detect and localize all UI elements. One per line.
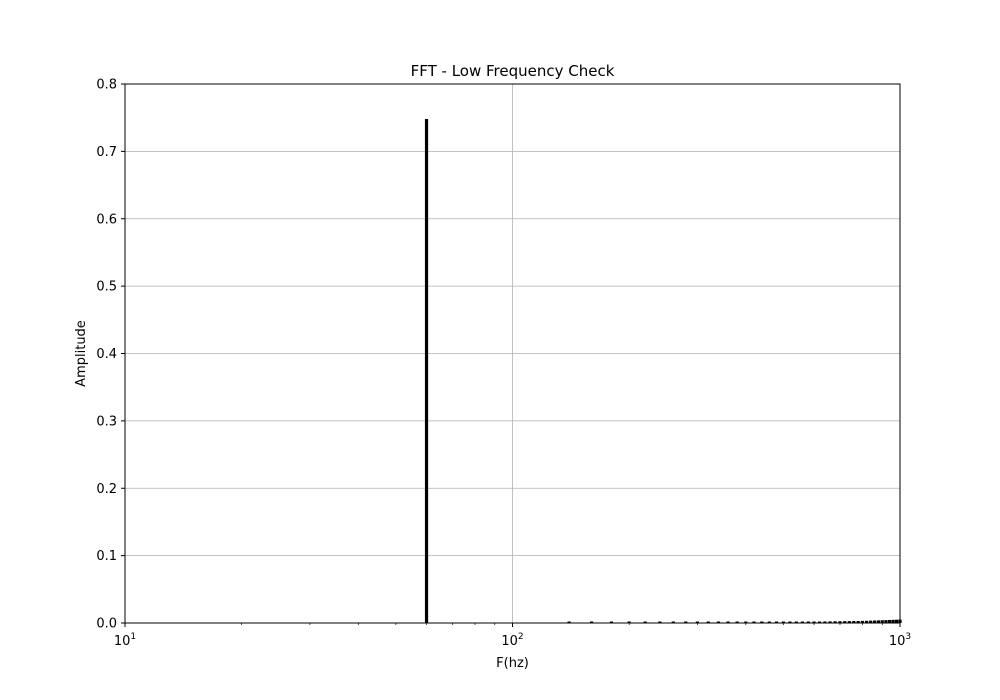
y-tick-label: 0.0 xyxy=(96,617,117,632)
fft-bar xyxy=(847,621,851,623)
y-tick-label: 0.2 xyxy=(96,482,117,497)
fft-bar xyxy=(658,621,662,623)
fft-bar xyxy=(823,621,827,623)
fft-bar xyxy=(767,621,771,623)
x-tick-label: 102 xyxy=(501,632,523,649)
fft-bar xyxy=(869,620,873,623)
fft-bar xyxy=(752,621,756,623)
fft-bar xyxy=(774,621,779,623)
fft-bar xyxy=(865,620,869,623)
fft-bar xyxy=(794,621,798,623)
fft-bar xyxy=(684,621,688,623)
bars xyxy=(424,119,902,623)
fft-bar xyxy=(567,621,571,623)
fft-bar xyxy=(817,621,822,623)
fft-bar xyxy=(735,621,739,623)
fft-bar xyxy=(838,621,842,623)
fft-bar xyxy=(884,620,888,623)
fft-bar xyxy=(760,621,764,623)
fft-bar xyxy=(695,621,699,623)
fft-bar xyxy=(806,621,810,623)
fft-bar xyxy=(880,620,884,623)
fft-bar xyxy=(643,621,647,623)
grid-lines xyxy=(124,83,901,624)
fft-bar xyxy=(788,621,792,623)
fft-bar xyxy=(895,619,899,623)
y-axis-label: Amplitude xyxy=(74,320,89,387)
chart-title: FFT - Low Frequency Check xyxy=(411,62,615,80)
fft-bar xyxy=(744,621,748,623)
x-axis-label: F(hz) xyxy=(496,656,529,671)
fft-bar xyxy=(781,621,785,623)
fft-bar xyxy=(671,621,675,623)
fft-bar xyxy=(589,621,594,623)
y-tick-label: 0.8 xyxy=(96,78,117,93)
fft-bar xyxy=(828,621,832,623)
y-tick-label: 0.3 xyxy=(96,414,117,429)
fft-bar xyxy=(424,119,429,623)
y-tick-label: 0.4 xyxy=(96,347,117,362)
y-tick-label: 0.5 xyxy=(96,280,117,295)
fft-bar xyxy=(843,621,847,623)
fft-bar xyxy=(860,620,865,623)
fft-bar xyxy=(706,621,710,623)
fft-bar xyxy=(852,621,856,623)
y-tick-label: 0.6 xyxy=(96,212,117,227)
axis-ticks: 0.0 0.1 0.2 0.3 0.4 0.5 0.6 0.7 0.8 101 102 103 xyxy=(96,78,911,650)
fft-bar xyxy=(627,621,631,623)
fft-bar xyxy=(833,621,837,623)
y-tick-label: 0.7 xyxy=(96,145,117,160)
fft-bar xyxy=(887,619,892,623)
fft-bar xyxy=(609,621,614,623)
fft-bar xyxy=(812,621,816,623)
fft-bar xyxy=(856,620,860,623)
x-tick-label: 103 xyxy=(889,632,911,649)
y-tick-label: 0.1 xyxy=(96,549,117,564)
fft-bar xyxy=(716,621,721,623)
x-tick-label: 101 xyxy=(114,632,136,649)
fft-bar xyxy=(726,621,730,623)
fft-bar xyxy=(800,621,805,623)
fft-bar xyxy=(891,619,895,623)
fft-bar xyxy=(873,620,877,623)
fft-bar xyxy=(876,620,881,623)
